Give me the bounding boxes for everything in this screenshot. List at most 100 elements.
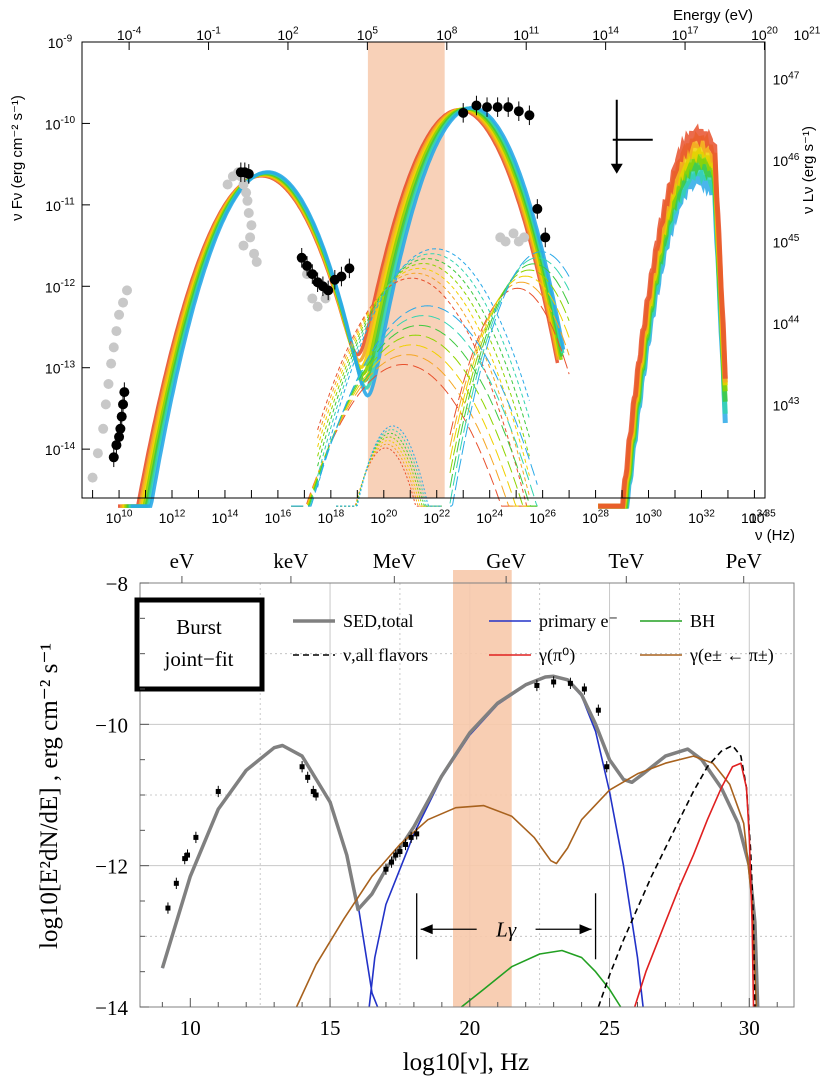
top-component-curve: [317, 277, 530, 507]
top-component-curve: [291, 305, 538, 507]
top-black-point: [115, 423, 126, 434]
top-grey-point: [87, 472, 98, 483]
top-panel: 1010 1012 1014 1016 1018 1020 1022 1024 1026 1028…: [9, 7, 821, 544]
top-grey-point: [246, 220, 257, 231]
bottom-energy-unit-label: MeV: [373, 549, 416, 573]
top-right-tick-labels: 1047 1046 1045 1044 1043: [773, 70, 800, 413]
top-energy-axis-label: Energy (eV): [673, 7, 753, 24]
bottom-x-tick-label: 20: [459, 1016, 480, 1040]
top-model-curve: [130, 106, 566, 508]
top-x-tick-label: 1018: [317, 509, 344, 526]
top-black-point: [532, 203, 543, 214]
bottom-data-point: [182, 856, 188, 862]
top-energy-tick-label: 10-1: [196, 26, 221, 43]
top-energy-tick-label: 1020: [751, 26, 778, 43]
bottom-x-axis-label: log10[ν], Hz: [403, 1049, 530, 1076]
top-x-tick-label: 1026: [529, 509, 556, 526]
top-right-tick-label: 1045: [773, 233, 800, 250]
top-model-curves: [118, 106, 728, 509]
top-grey-point: [222, 179, 233, 190]
legend-label-nu: ν,all flavors: [343, 645, 428, 665]
bottom-data-point: [305, 774, 311, 780]
bottom-data-point: [389, 859, 395, 865]
top-black-point: [243, 168, 254, 179]
top-black-point: [513, 106, 524, 117]
bottom-model-curves: [160, 674, 760, 1008]
bottom-data-point: [313, 792, 319, 798]
top-energy-tick-label: 105: [357, 26, 379, 43]
top-component-curve: [336, 425, 442, 507]
bottom-curve-bh: [460, 949, 622, 1008]
bottom-x-tick-labels: 10 15 20 25 30: [180, 1016, 760, 1040]
top-black-point: [296, 252, 307, 263]
bottom-data-point: [310, 788, 316, 794]
top-right-axis-label: ν Lν (erg s⁻¹): [800, 126, 817, 214]
top-y-tick-label: 10-13: [45, 359, 76, 376]
top-grey-point: [122, 285, 133, 296]
top-x-tick-label: 1024: [476, 509, 503, 526]
bottom-curve-total: [160, 674, 760, 1008]
top-x-tick-label: 1016: [265, 509, 292, 526]
top-black-point: [336, 271, 347, 282]
top-energy-band: [367, 42, 445, 498]
top-y-tick-label: 10-12: [45, 278, 76, 295]
bottom-energy-unit-label: eV: [170, 549, 195, 573]
top-right-tick-label: 1047: [773, 70, 800, 87]
top-component-curve: [317, 248, 530, 488]
top-component-curve: [317, 263, 530, 457]
top-x-tick-label: 1034: [741, 509, 768, 526]
bottom-curve-pi0: [633, 762, 755, 1008]
top-component-curve: [449, 281, 570, 447]
top-y-tick-labels: 10-9 10-10 10-11 10-12 10-13 10-14: [45, 34, 76, 458]
top-x-tick-labels: 1010 1012 1014 1016 1018 1020 1022 1024 1026 1028…: [106, 509, 776, 526]
bottom-data-point: [383, 866, 389, 872]
top-x-tick-label: 1022: [423, 509, 450, 526]
top-component-curve: [449, 263, 570, 488]
top-black-point: [116, 411, 127, 422]
bottom-energy-unit-label: TeV: [608, 549, 644, 573]
bottom-data-point: [595, 707, 601, 713]
bottom-data-point: [567, 680, 573, 686]
top-y-tick-label: 10-11: [45, 197, 75, 214]
top-component-curve: [317, 267, 530, 476]
top-x-tick-label: 1030: [635, 509, 662, 526]
top-energy-tick-label: 10-4: [117, 26, 142, 43]
legend-label-total: SED,total: [343, 611, 414, 631]
top-energy-tick-label: 1017: [672, 26, 699, 43]
top-energy-tick-label: 1011: [513, 26, 539, 43]
top-grey-point: [100, 399, 111, 410]
top-black-point: [323, 285, 334, 296]
legend-label-bh: BH: [690, 611, 715, 631]
top-grey-point: [238, 240, 249, 251]
top-component-curve: [449, 287, 570, 436]
top-grey-point: [108, 342, 119, 353]
top-x-tick-label: 1010: [106, 509, 133, 526]
top-grey-point: [251, 256, 262, 267]
top-right-tick-label: 1043: [773, 396, 800, 413]
bottom-energy-unit-label: PeV: [726, 549, 762, 573]
bottom-x-tick-label: 30: [739, 1016, 760, 1040]
top-black-point: [503, 102, 514, 113]
top-y-axis-label: ν Fν (erg cm⁻² s⁻¹): [9, 95, 26, 221]
top-black-point: [302, 260, 313, 271]
bottom-data-point: [604, 764, 610, 770]
top-right-tick-label: 1044: [773, 315, 800, 332]
bottom-title-box: [134, 597, 265, 692]
bottom-annotation-label: Lγ: [495, 917, 517, 941]
top-component-curve: [317, 253, 530, 477]
bottom-y-tick-label: −14: [95, 996, 128, 1020]
top-black-point: [119, 387, 130, 398]
top-grey-point: [519, 232, 530, 243]
bottom-y-tick-label: −12: [95, 855, 128, 879]
legend-label-epm: γ(e± ← π±): [689, 645, 774, 666]
bottom-data-point: [299, 764, 305, 770]
top-grey-point: [92, 448, 103, 459]
top-x-tick-label: 1028: [582, 509, 609, 526]
top-energy-tick-label: 1021: [794, 26, 821, 43]
top-x-axis-label: ν (Hz): [755, 527, 795, 544]
top-burst-points: [108, 95, 551, 468]
bottom-data-point: [414, 831, 420, 837]
top-y-tick-label: 10-14: [45, 441, 76, 458]
top-component-curve: [317, 272, 530, 497]
